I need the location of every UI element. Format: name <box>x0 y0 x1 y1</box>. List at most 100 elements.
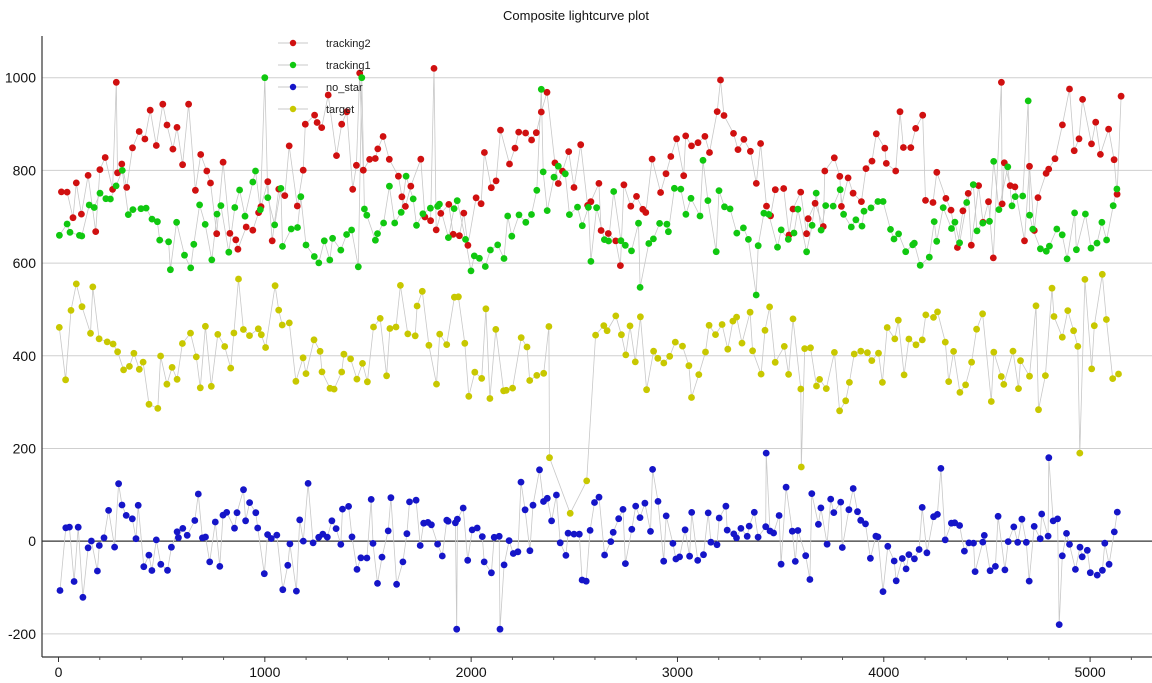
data-point-tracking2 <box>701 133 709 140</box>
data-point-target <box>502 386 510 394</box>
data-point-target <box>221 343 229 350</box>
data-point-tracking1 <box>107 195 114 203</box>
data-point-tracking1 <box>554 162 562 170</box>
data-point-target <box>139 358 147 366</box>
series-line-tracking2 <box>61 68 1122 266</box>
data-point-tracking2 <box>129 144 136 152</box>
data-point-tracking2 <box>1066 85 1073 93</box>
data-point-no_star <box>662 512 670 520</box>
data-point-no_star <box>704 509 712 517</box>
data-point-tracking2 <box>430 65 438 72</box>
data-point-no_star <box>681 526 689 534</box>
data-point-target <box>660 359 668 367</box>
legend-label-tracking1: tracking1 <box>326 60 371 72</box>
data-point-target <box>780 343 788 350</box>
data-point-no_star <box>884 542 892 550</box>
data-point-tracking1 <box>326 256 334 264</box>
data-point-target <box>72 280 80 288</box>
data-point-target <box>934 308 941 316</box>
data-point-target <box>868 357 876 364</box>
data-point-no_star <box>348 533 356 541</box>
data-point-target <box>397 282 404 289</box>
data-point-tracking2 <box>515 128 523 136</box>
data-point-tracking1 <box>231 204 239 211</box>
data-point-tracking1 <box>874 198 882 205</box>
data-point-target <box>318 368 326 376</box>
data-point-tracking1 <box>645 240 653 247</box>
data-point-target <box>685 362 693 370</box>
data-point-target <box>1032 302 1040 310</box>
data-point-tracking2 <box>1088 140 1095 148</box>
data-point-tracking1 <box>315 259 323 267</box>
data-point-tracking1 <box>867 204 875 212</box>
data-point-target <box>1070 327 1077 335</box>
data-point-tracking2 <box>734 146 742 154</box>
data-point-no_star <box>992 563 999 570</box>
data-point-tracking1 <box>453 197 461 205</box>
data-point-tracking1 <box>494 241 502 249</box>
data-point-no_star <box>293 587 300 595</box>
data-point-target <box>979 310 986 318</box>
data-point-target <box>746 308 754 316</box>
data-point-tracking1 <box>682 210 690 218</box>
data-point-tracking2 <box>1021 237 1028 245</box>
data-point-tracking2 <box>1051 155 1059 163</box>
data-point-tracking2 <box>432 226 440 234</box>
data-point-target <box>425 341 433 349</box>
data-point-no_star <box>601 551 608 559</box>
data-point-tracking2 <box>740 136 748 143</box>
data-point-tracking2 <box>947 206 955 214</box>
data-point-tracking2 <box>821 167 829 175</box>
data-point-no_star <box>495 532 503 540</box>
data-point-tracking1 <box>1004 163 1012 171</box>
data-point-no_star <box>393 580 400 588</box>
data-point-target <box>1017 357 1024 365</box>
data-point-tracking2 <box>427 217 434 225</box>
data-point-target <box>130 349 138 357</box>
data-point-no_star <box>1001 566 1009 574</box>
data-point-target <box>67 307 75 314</box>
data-point-tracking2 <box>1079 96 1086 103</box>
data-point-target <box>465 392 473 400</box>
data-point-no_star <box>737 525 745 532</box>
data-point-no_star <box>216 563 224 570</box>
data-point-no_star <box>95 542 103 549</box>
data-point-target <box>370 323 377 331</box>
data-point-no_star <box>134 501 142 509</box>
data-point-tracking2 <box>912 124 920 132</box>
data-point-no_star <box>827 495 835 503</box>
y-tick-label: -200 <box>8 626 36 642</box>
data-point-no_star <box>1113 508 1121 516</box>
data-point-no_star <box>79 593 87 601</box>
data-point-no_star <box>1010 523 1018 531</box>
data-point-target <box>292 377 300 385</box>
data-point-no_star <box>713 541 721 549</box>
data-point-no_star <box>242 517 250 525</box>
data-point-target <box>603 327 611 335</box>
data-point-tracking1 <box>264 194 272 202</box>
data-point-target <box>712 331 719 338</box>
data-point-tracking1 <box>277 185 285 192</box>
data-point-tracking2 <box>838 203 845 210</box>
data-point-tracking2 <box>900 144 907 151</box>
data-point-tracking1 <box>699 156 707 164</box>
data-point-tracking2 <box>464 241 472 249</box>
data-point-tracking2 <box>896 108 904 116</box>
data-point-tracking1 <box>504 212 512 220</box>
data-point-target <box>135 365 143 373</box>
data-point-tracking2 <box>173 124 181 131</box>
data-point-tracking2 <box>803 230 810 238</box>
data-point-no_star <box>454 515 461 523</box>
y-tick-label: 0 <box>28 533 36 549</box>
data-point-tracking2 <box>333 152 340 160</box>
data-point-target <box>1035 406 1042 414</box>
data-point-no_star <box>986 567 994 575</box>
data-point-no_star <box>363 554 371 562</box>
data-point-tracking1 <box>386 182 393 190</box>
data-point-tracking2 <box>757 140 764 147</box>
data-point-target <box>517 334 525 341</box>
data-point-tracking1 <box>1037 245 1044 253</box>
data-point-no_star <box>374 580 381 587</box>
data-point-tracking2 <box>78 210 85 218</box>
data-point-tracking1 <box>1063 255 1071 263</box>
